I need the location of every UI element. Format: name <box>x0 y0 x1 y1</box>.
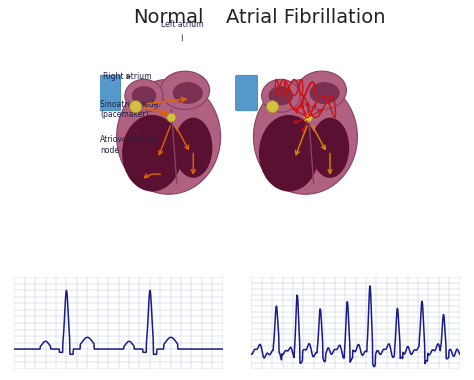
Ellipse shape <box>259 115 319 192</box>
Ellipse shape <box>132 86 156 105</box>
Ellipse shape <box>117 79 220 194</box>
Circle shape <box>130 101 142 113</box>
Ellipse shape <box>310 82 339 104</box>
Text: Left atrium: Left atrium <box>161 20 203 41</box>
Ellipse shape <box>262 79 300 112</box>
Text: Right atrium: Right atrium <box>103 72 151 81</box>
Circle shape <box>266 101 279 113</box>
Circle shape <box>304 113 312 122</box>
Text: Normal: Normal <box>133 8 204 27</box>
Ellipse shape <box>160 71 210 109</box>
Ellipse shape <box>297 71 346 109</box>
Ellipse shape <box>174 118 212 178</box>
Text: Sinoatrial node
(pacemaker): Sinoatrial node (pacemaker) <box>100 100 158 119</box>
Text: Atrial Fibrillation: Atrial Fibrillation <box>226 8 385 27</box>
Ellipse shape <box>254 79 357 194</box>
Text: Atrioventricular
node: Atrioventricular node <box>100 129 161 155</box>
Circle shape <box>167 113 176 122</box>
Ellipse shape <box>125 79 163 112</box>
FancyBboxPatch shape <box>236 75 257 111</box>
Ellipse shape <box>122 115 182 192</box>
Ellipse shape <box>173 82 203 104</box>
Ellipse shape <box>268 86 293 105</box>
FancyBboxPatch shape <box>99 75 121 111</box>
Ellipse shape <box>311 118 349 178</box>
